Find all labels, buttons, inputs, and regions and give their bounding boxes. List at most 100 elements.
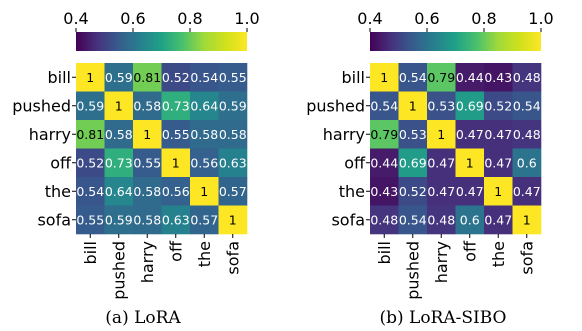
heatmap-cell <box>190 205 219 235</box>
heatmap-cell <box>76 91 105 121</box>
cell-value-label: 0.54 <box>513 98 541 113</box>
heatmap-cell <box>133 91 162 121</box>
heatmap-cell <box>398 91 428 121</box>
col-label: off <box>460 240 479 262</box>
cell-value-label: 0.54 <box>399 212 427 227</box>
heatmap-cell <box>484 63 513 92</box>
row-label: bill <box>48 68 72 87</box>
heatmap-cell <box>484 148 513 178</box>
cell-value-label: 0.47 <box>484 212 512 227</box>
heatmap-cell <box>427 91 456 121</box>
cell-value-label: 0.48 <box>427 212 455 227</box>
colorbar-tick-label: 1.0 <box>528 9 553 28</box>
heatmap-cell <box>370 205 399 235</box>
heatmap-panel-2: 0.4 0.6 0.8 1.01 0.54 0.79 0.44 0.43 0.480.54 1 0.… <box>306 9 554 328</box>
cell-value-label: 0.55 <box>133 155 161 170</box>
heatmap-cell <box>398 177 428 206</box>
row-label: harry <box>29 125 71 144</box>
colorbar <box>76 32 247 51</box>
col-label: the <box>195 241 214 267</box>
cell-value-label: 0.81 <box>133 70 161 85</box>
cell-value-label: 0.47 <box>484 127 512 142</box>
cell-value-label: 0.48 <box>370 212 398 227</box>
heatmap-cell <box>190 148 219 178</box>
heatmap-cell <box>218 91 248 121</box>
cell-value-label: 0.53 <box>399 127 427 142</box>
heatmap-cell <box>161 177 191 206</box>
row-label: the <box>45 182 71 201</box>
col-label: bill <box>375 241 394 265</box>
heatmap-cell <box>161 91 191 121</box>
heatmap-cell <box>512 120 542 149</box>
cell-value-label: 0.69 <box>399 155 427 170</box>
cell-value-label: 0.52 <box>399 184 427 199</box>
row-label: off <box>50 153 72 172</box>
heatmap-cell <box>218 63 248 92</box>
heatmap-cell <box>104 205 134 235</box>
cell-value-label: 0.59 <box>219 98 247 113</box>
cell-value-label: 0.47 <box>456 127 484 142</box>
col-label: bill <box>81 241 100 265</box>
heatmap-cell <box>484 205 513 235</box>
row-label: bill <box>342 68 366 87</box>
heatmap-cell <box>76 205 105 235</box>
heatmap-cell <box>512 177 542 206</box>
heatmap-cell <box>133 63 162 92</box>
cell-value-label: 0.59 <box>105 70 133 85</box>
row-label: the <box>339 182 365 201</box>
heatmap-cell <box>512 148 542 178</box>
cell-value-label: 0.54 <box>190 70 218 85</box>
cell-value-label: 0.56 <box>190 155 218 170</box>
cell-value-label: 1 <box>437 127 445 142</box>
cell-value-label: 0.73 <box>162 98 190 113</box>
heatmap-cell <box>133 177 162 206</box>
col-label: pushed <box>109 241 128 300</box>
col-label: harry <box>432 241 451 283</box>
cell-value-label: 0.55 <box>219 70 247 85</box>
cell-value-label: 0.59 <box>105 212 133 227</box>
colorbar-tick-label: 0.6 <box>414 9 439 28</box>
cell-value-label: 1 <box>172 155 180 170</box>
cell-value-label: 0.57 <box>219 184 247 199</box>
heatmap-cell <box>427 63 456 92</box>
col-label: off <box>166 240 185 262</box>
heatmap-cell <box>370 91 399 121</box>
heatmap-cell <box>427 148 456 178</box>
cell-value-label: 0.58 <box>105 127 133 142</box>
cell-value-label: 0.47 <box>484 155 512 170</box>
cell-value-label: 0.53 <box>427 98 455 113</box>
heatmap-cell <box>370 120 399 149</box>
cell-value-label: 0.43 <box>484 70 512 85</box>
heatmap-cell <box>133 148 162 178</box>
cell-value-label: 0.58 <box>133 184 161 199</box>
heatmap-cell <box>484 177 513 206</box>
colorbar-tick-label: 0.6 <box>120 9 145 28</box>
cell-value-label: 1 <box>229 212 237 227</box>
cell-value-label: 0.52 <box>484 98 512 113</box>
heatmap-cell <box>133 120 162 149</box>
cell-value-label: 0.79 <box>427 70 455 85</box>
heatmap-cell <box>427 177 456 206</box>
heatmap-cell <box>427 205 456 235</box>
heatmap-cell <box>455 120 485 149</box>
col-label: pushed <box>403 241 422 300</box>
heatmap-cell <box>512 91 542 121</box>
cell-value-label: 0.58 <box>133 98 161 113</box>
heatmap-cell <box>398 205 428 235</box>
cell-value-label: 0.6 <box>517 155 537 170</box>
heatmap-cell <box>455 148 485 178</box>
row-label: pushed <box>12 96 71 115</box>
row-label: sofa <box>331 210 365 229</box>
heatmap-cell <box>161 120 191 149</box>
cell-value-label: 0.64 <box>105 184 133 199</box>
col-label: the <box>489 241 508 267</box>
cell-value-label: 1 <box>494 184 502 199</box>
cell-value-label: 1 <box>409 98 417 113</box>
heatmap-cell <box>370 177 399 206</box>
cell-value-label: 0.69 <box>456 98 484 113</box>
col-label: sofa <box>517 241 536 275</box>
panel-caption: (a) LoRA <box>105 308 181 328</box>
heatmap-cell <box>104 148 134 178</box>
cell-value-label: 1 <box>200 184 208 199</box>
